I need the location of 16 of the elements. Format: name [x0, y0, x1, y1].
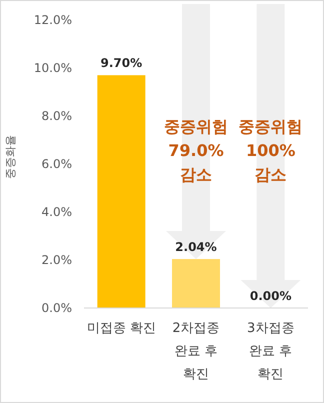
x-tick-label: 2차접종 완료 후 확진: [172, 321, 220, 382]
y-tick-label: 8.0%: [42, 109, 72, 123]
y-tick-label: 4.0%: [42, 205, 72, 219]
annotation: 중증위험 100% 감소: [238, 117, 303, 184]
data-label: 0.00%: [250, 289, 292, 303]
annotation: 중증위험 79.0% 감소: [164, 117, 228, 184]
y-tick-label: 12.0%: [34, 13, 72, 27]
y-tick-label: 0.0%: [42, 301, 72, 315]
x-tick-label: 미접종 확진: [86, 321, 156, 336]
y-axis-title: 중증화율: [4, 134, 17, 179]
y-tick-label: 6.0%: [42, 157, 72, 171]
data-label: 2.04%: [175, 240, 217, 254]
data-label: 9.70%: [100, 56, 142, 70]
y-tick-label: 10.0%: [34, 61, 72, 75]
y-tick-label: 2.0%: [42, 253, 72, 267]
x-tick-label: 3차접종 완료 후 확진: [247, 321, 294, 382]
